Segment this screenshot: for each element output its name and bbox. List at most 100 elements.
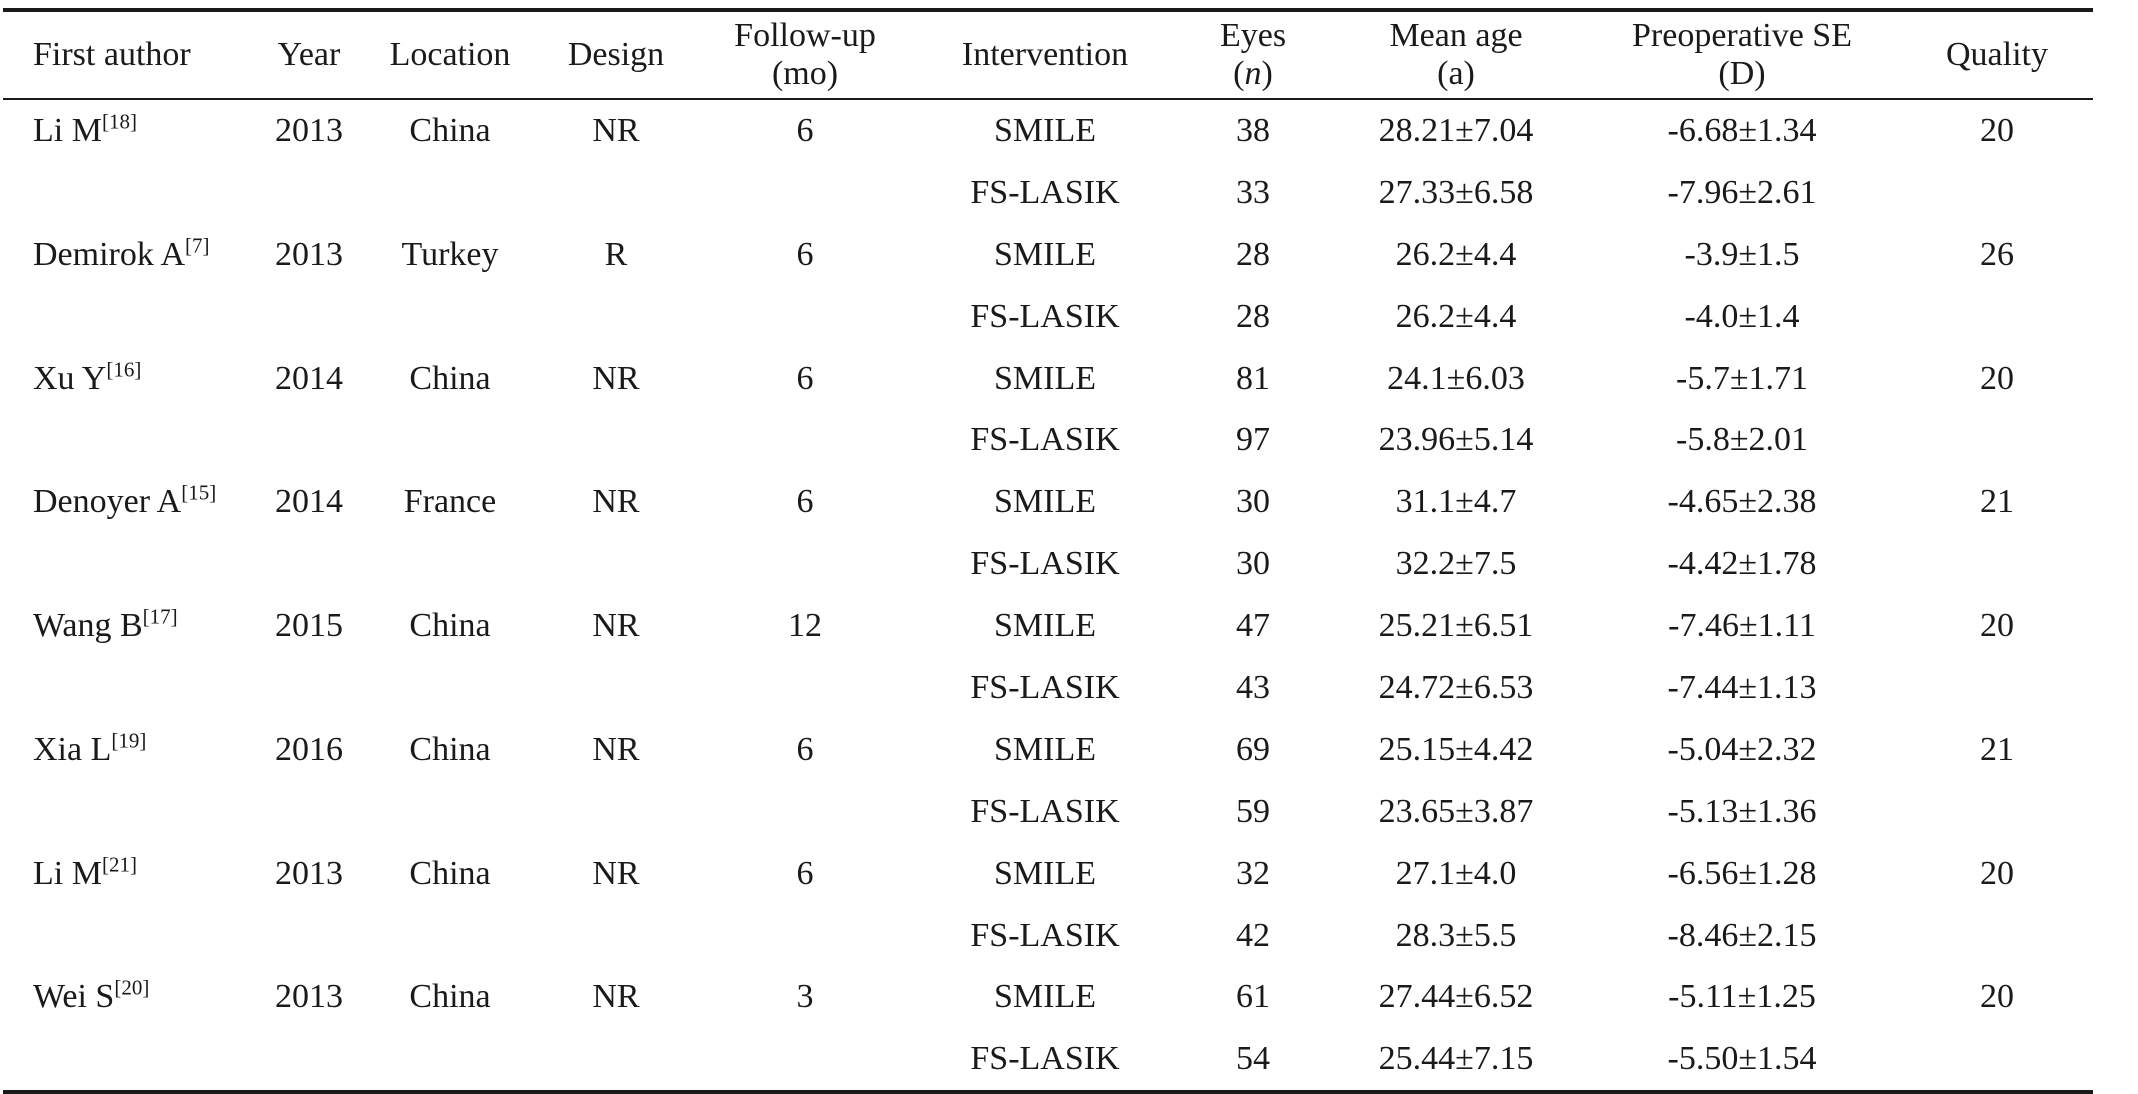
cell-value: SMILE xyxy=(994,235,1096,273)
cell-location xyxy=(365,657,535,719)
cell-value: 28 xyxy=(1236,297,1270,335)
column-header-line: Location xyxy=(389,36,511,73)
cell-mean-age: 23.65±3.87 xyxy=(1329,781,1583,843)
cell-value: 23.65±3.87 xyxy=(1378,792,1534,830)
table-row: FS-LASIK 28 26.2±4.4 -4.0±1.4 xyxy=(3,286,2093,348)
cell-quality: 20 xyxy=(1901,348,2093,410)
cell-quality: 20 xyxy=(1901,966,2093,1028)
cell-author xyxy=(3,162,253,224)
cell-quality xyxy=(1901,1028,2093,1092)
cell-value: SMILE xyxy=(994,978,1096,1016)
cell-value: -5.11±1.25 xyxy=(1668,978,1816,1016)
cell-intervention: SMILE xyxy=(913,966,1177,1028)
cell-intervention: FS-LASIK xyxy=(913,162,1177,224)
column-header-line: Mean age xyxy=(1389,17,1523,54)
cell-eyes: 97 xyxy=(1177,409,1329,471)
cell-quality: 20 xyxy=(1901,99,2093,162)
cell-value: 6 xyxy=(796,854,814,892)
reference-superscript: [18] xyxy=(101,109,137,134)
cell-value: 27.33±6.58 xyxy=(1378,173,1534,211)
cell-value: 61 xyxy=(1236,978,1270,1016)
cell-value: 6 xyxy=(796,483,814,521)
cell-author xyxy=(3,905,253,967)
table-row: FS-LASIK 33 27.33±6.58 -7.96±2.61 xyxy=(3,162,2093,224)
cell-year: 2016 xyxy=(253,719,365,781)
cell-value: 26.2±4.4 xyxy=(1395,235,1517,273)
table-row: Wei S[20] 2013 China NR 3 SMILE 61 27.44±6.52 -5… xyxy=(3,966,2093,1028)
cell-mean-age: 26.2±4.4 xyxy=(1329,224,1583,286)
cell-value: 6 xyxy=(796,235,814,273)
cell-value: Li M xyxy=(33,111,102,149)
table-header: First author Year Location Design Follow-up(… xyxy=(3,10,2093,99)
cell-year xyxy=(253,781,365,843)
cell-value: -8.46±2.15 xyxy=(1667,916,1817,954)
cell-author: Denoyer A[15] xyxy=(3,471,253,533)
cell-author xyxy=(3,1028,253,1092)
cell-quality: 21 xyxy=(1901,719,2093,781)
cell-author: Li M[18] xyxy=(3,99,253,162)
cell-value: 26.2±4.4 xyxy=(1395,297,1517,335)
cell-value: 2013 xyxy=(275,111,343,149)
cell-intervention: SMILE xyxy=(913,595,1177,657)
column-header-line: Preoperative SE xyxy=(1632,17,1852,54)
cell-value: Denoyer A xyxy=(33,483,182,521)
cell-design xyxy=(535,286,697,348)
cell-author xyxy=(3,781,253,843)
cell-year: 2013 xyxy=(253,99,365,162)
cell-mean-age: 24.72±6.53 xyxy=(1329,657,1583,719)
cell-mean-age: 27.44±6.52 xyxy=(1329,966,1583,1028)
cell-intervention: SMILE xyxy=(913,224,1177,286)
cell-value: NR xyxy=(592,854,640,892)
cell-value: -5.04±2.32 xyxy=(1667,730,1817,768)
cell-value: 97 xyxy=(1236,421,1270,459)
column-header-line: Intervention xyxy=(961,36,1129,73)
cell-intervention: FS-LASIK xyxy=(913,1028,1177,1092)
cell-value: 28.21±7.04 xyxy=(1378,111,1534,149)
cell-intervention: FS-LASIK xyxy=(913,657,1177,719)
cell-value: 12 xyxy=(788,607,822,645)
cell-quality xyxy=(1901,657,2093,719)
column-header-line: Follow-up xyxy=(734,17,876,54)
cell-design: NR xyxy=(535,966,697,1028)
cell-followup xyxy=(697,1028,913,1092)
cell-value: SMILE xyxy=(994,607,1096,645)
cell-location: China xyxy=(365,348,535,410)
cell-value: 26 xyxy=(1980,235,2014,273)
cell-intervention: FS-LASIK xyxy=(913,533,1177,595)
column-header-line: (a) xyxy=(1437,55,1475,92)
cell-year: 2015 xyxy=(253,595,365,657)
cell-location xyxy=(365,162,535,224)
cell-location xyxy=(365,781,535,843)
cell-mean-age: 23.96±5.14 xyxy=(1329,409,1583,471)
cell-value: 20 xyxy=(1980,607,2014,645)
cell-value: 6 xyxy=(796,111,814,149)
cell-eyes: 30 xyxy=(1177,471,1329,533)
cell-preop-se: -7.46±1.11 xyxy=(1583,595,1901,657)
cell-value: Xia L xyxy=(33,730,112,768)
cell-value: 25.15±4.42 xyxy=(1378,730,1534,768)
cell-value: Li M xyxy=(33,854,102,892)
column-header-line: First author xyxy=(33,36,191,73)
cell-value: 6 xyxy=(796,359,814,397)
cell-design: NR xyxy=(535,348,697,410)
cell-value: NR xyxy=(592,607,640,645)
cell-location: China xyxy=(365,966,535,1028)
reference-superscript: [17] xyxy=(142,604,178,629)
cell-value: 21 xyxy=(1980,483,2014,521)
cell-intervention: SMILE xyxy=(913,471,1177,533)
cell-year xyxy=(253,657,365,719)
column-header-mean-age: Mean age (a) xyxy=(1329,10,1583,99)
cell-author: Xia L[19] xyxy=(3,719,253,781)
cell-year xyxy=(253,1028,365,1092)
cell-location: China xyxy=(365,843,535,905)
cell-followup: 6 xyxy=(697,843,913,905)
cell-value: 27.44±6.52 xyxy=(1378,978,1534,1016)
cell-author xyxy=(3,533,253,595)
cell-value: 20 xyxy=(1980,359,2014,397)
cell-eyes: 28 xyxy=(1177,224,1329,286)
cell-value: FS-LASIK xyxy=(970,545,1120,583)
cell-mean-age: 31.1±4.7 xyxy=(1329,471,1583,533)
cell-design xyxy=(535,905,697,967)
cell-year: 2013 xyxy=(253,224,365,286)
cell-followup: 6 xyxy=(697,224,913,286)
